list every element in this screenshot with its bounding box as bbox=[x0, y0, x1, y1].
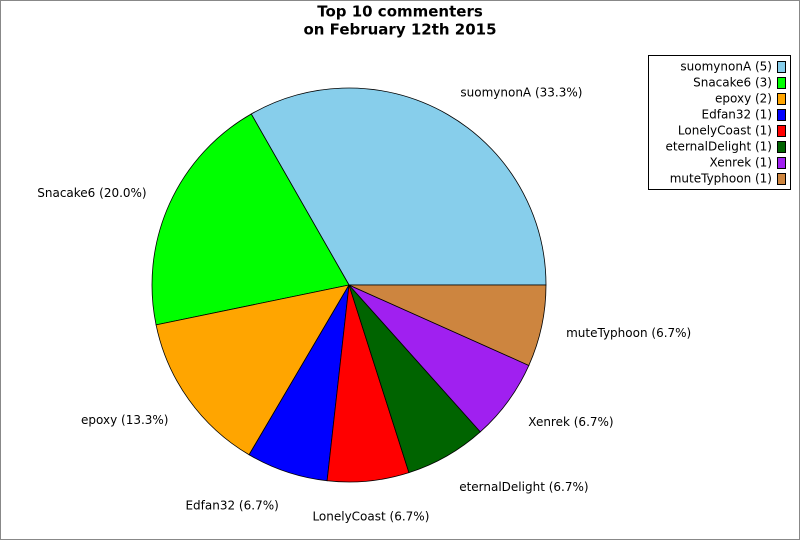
slice-label: Xenrek (6.7%) bbox=[528, 415, 613, 429]
legend-label: epoxy (2) bbox=[715, 92, 772, 106]
slice-label: muteTyphoon (6.7%) bbox=[566, 326, 691, 340]
slice-label: LonelyCoast (6.7%) bbox=[312, 509, 429, 523]
pie-slice bbox=[348, 284, 547, 366]
pie-slice bbox=[155, 284, 350, 456]
legend-label: Xenrek (1) bbox=[710, 156, 772, 170]
legend-box bbox=[648, 55, 791, 190]
legend-label: muteTyphoon (1) bbox=[670, 172, 772, 186]
legend-label: eternalDelight (1) bbox=[665, 140, 772, 154]
chart-title: Top 10 commenters bbox=[317, 3, 483, 21]
legend-label: LonelyCoast (1) bbox=[678, 124, 772, 138]
legend-swatch bbox=[777, 93, 786, 105]
legend-label: Edfan32 (1) bbox=[702, 108, 772, 122]
slice-label: suomynonA (33.3%) bbox=[460, 85, 582, 99]
chart-subtitle: on February 12th 2015 bbox=[303, 21, 496, 39]
slice-label: Edfan32 (6.7%) bbox=[185, 499, 278, 513]
legend-swatch bbox=[777, 173, 786, 185]
legend-swatch bbox=[777, 77, 786, 89]
legend-label: suomynonA (5) bbox=[680, 60, 772, 74]
legend-swatch bbox=[777, 141, 786, 153]
legend-label: Snacake6 (3) bbox=[693, 76, 772, 90]
legend-swatch bbox=[777, 125, 786, 137]
pie-slice bbox=[250, 87, 547, 286]
pie-slice bbox=[151, 113, 350, 326]
legend-swatch bbox=[777, 61, 786, 73]
legend-swatch bbox=[777, 157, 786, 169]
legend-swatch bbox=[777, 109, 786, 121]
slice-label: eternalDelight (6.7%) bbox=[459, 480, 588, 494]
slice-label: epoxy (13.3%) bbox=[81, 413, 168, 427]
slice-label: Snacake6 (20.0%) bbox=[37, 186, 146, 200]
